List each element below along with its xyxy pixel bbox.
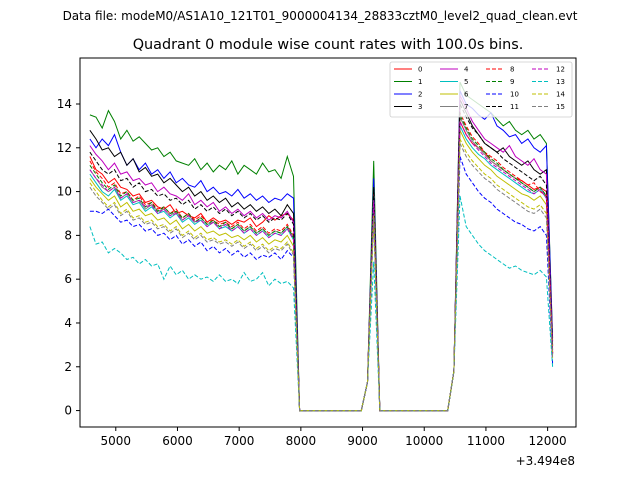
legend-label-14: 14 [556,91,565,99]
x-tick-label: 7000 [224,434,255,448]
y-tick-label: 2 [64,360,72,374]
y-tick-label: 12 [57,141,72,155]
legend-label-5: 5 [464,78,468,86]
chart-title: Quadrant 0 module wise count rates with … [133,37,524,53]
y-tick-label: 4 [64,316,72,330]
x-tick-label: 11000 [467,434,505,448]
legend-label-3: 3 [418,103,422,111]
x-tick-label: 10000 [405,434,443,448]
figure-suptitle: Data file: modeM0/AS1A10_121T01_90000041… [63,9,578,23]
y-tick-label: 8 [64,228,72,242]
legend-label-10: 10 [510,91,519,99]
x-axis: 5000 6000 7000 8000 9000 10000 11000 12000 [101,427,567,448]
legend-label-0: 0 [418,66,422,74]
legend-box [389,61,573,118]
x-tick-label: 6000 [162,434,193,448]
legend-label-12: 12 [556,66,565,74]
legend-label-9: 9 [510,78,514,86]
x-tick-label: 12000 [529,434,567,448]
legend-label-1: 1 [418,78,422,86]
legend-label-11: 11 [510,103,519,111]
series-line-15 [89,143,554,412]
x-tick-label: 8000 [286,434,317,448]
legend-label-15: 15 [556,103,565,111]
legend-label-13: 13 [556,78,565,86]
y-tick-label: 14 [57,97,72,111]
legend-label-2: 2 [418,91,422,99]
legend-label-4: 4 [464,66,469,74]
legend-label-7: 7 [464,103,468,111]
y-tick-label: 0 [64,404,72,418]
x-tick-label: 9000 [347,434,378,448]
legend-label-6: 6 [464,91,469,99]
y-tick-label: 10 [57,185,72,199]
y-tick-label: 6 [64,272,72,286]
y-axis: 0 2 4 6 8 10 12 14 [57,97,80,418]
x-offset-label: +3.494e8 [516,454,575,468]
series-layer [89,81,554,412]
legend-label-8: 8 [510,66,514,74]
x-tick-label: 5000 [101,434,132,448]
series-line-9 [89,114,554,412]
plot-frame [79,57,577,428]
